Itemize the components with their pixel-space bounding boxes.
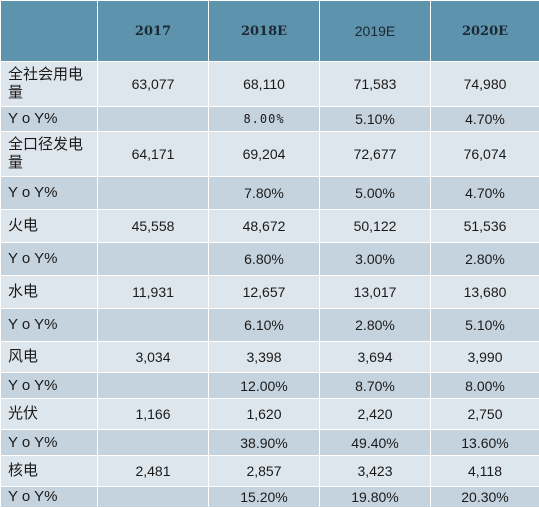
cell-2017: 45,558 xyxy=(98,210,209,243)
cell-2017 xyxy=(98,373,209,399)
cell-2018e: 12.00% xyxy=(209,373,320,399)
cell-2018e: 15.20% xyxy=(209,487,320,508)
cell-2018e: 38.90% xyxy=(209,430,320,456)
cell-2018e: 12,657 xyxy=(209,276,320,309)
row-label: Y o Y% xyxy=(1,430,98,456)
cell-2019e: 3.00% xyxy=(320,243,431,276)
header-label-cell xyxy=(1,1,98,62)
table-row: 核电 2,481 2,857 3,423 4,118 xyxy=(1,456,539,487)
cell-2017 xyxy=(98,177,209,210)
cell-2020e: 4.70% xyxy=(431,177,539,210)
cell-2020e: 2,750 xyxy=(431,399,539,430)
cell-2018e: 7.80% xyxy=(209,177,320,210)
header-row: 2017 2018E 2019E 2020E xyxy=(1,1,539,62)
cell-2017: 1,166 xyxy=(98,399,209,430)
header-year-2018e: 2018E xyxy=(209,1,320,62)
cell-2018e: 3,398 xyxy=(209,342,320,373)
cell-2020e: 51,536 xyxy=(431,210,539,243)
cell-2020e: 4.70% xyxy=(431,107,539,132)
header-year-2020e: 2020E xyxy=(431,1,539,62)
row-label: Y o Y% xyxy=(1,373,98,399)
cell-2019e: 72,677 xyxy=(320,132,431,177)
cell-2017: 3,034 xyxy=(98,342,209,373)
cell-2019e: 71,583 xyxy=(320,62,431,107)
cell-2020e: 13.60% xyxy=(431,430,539,456)
cell-2020e: 20.30% xyxy=(431,487,539,508)
table-row: 火电 45,558 48,672 50,122 51,536 xyxy=(1,210,539,243)
cell-2018e: 48,672 xyxy=(209,210,320,243)
cell-2018e: 6.80% xyxy=(209,243,320,276)
table-row: 水电 11,931 12,657 13,017 13,680 xyxy=(1,276,539,309)
table-row: Y o Y% 12.00% 8.70% 8.00% xyxy=(1,373,539,399)
table-row: 全口径发电量 64,171 69,204 72,677 76,074 xyxy=(1,132,539,177)
row-label: 风电 xyxy=(1,342,98,373)
cell-2018e: 8.00% xyxy=(209,107,320,132)
cell-2019e: 49.40% xyxy=(320,430,431,456)
cell-2018e: 2,857 xyxy=(209,456,320,487)
row-label: 全社会用电量 xyxy=(1,62,98,107)
cell-2019e: 5.10% xyxy=(320,107,431,132)
row-label: Y o Y% xyxy=(1,177,98,210)
row-label: Y o Y% xyxy=(1,107,98,132)
cell-2020e: 2.80% xyxy=(431,243,539,276)
cell-2017: 64,171 xyxy=(98,132,209,177)
cell-2017: 11,931 xyxy=(98,276,209,309)
table-row: Y o Y% 7.80% 5.00% 4.70% xyxy=(1,177,539,210)
cell-2017 xyxy=(98,243,209,276)
cell-2019e: 2.80% xyxy=(320,309,431,342)
cell-2019e: 8.70% xyxy=(320,373,431,399)
cell-2017 xyxy=(98,487,209,508)
cell-2018e: 1,620 xyxy=(209,399,320,430)
cell-2020e: 13,680 xyxy=(431,276,539,309)
table-row: Y o Y% 8.00% 5.10% 4.70% xyxy=(1,107,539,132)
cell-2018e: 68,110 xyxy=(209,62,320,107)
header-year-2017: 2017 xyxy=(98,1,209,62)
cell-2019e: 3,694 xyxy=(320,342,431,373)
cell-2019e: 3,423 xyxy=(320,456,431,487)
cell-2020e: 5.10% xyxy=(431,309,539,342)
cell-2019e: 2,420 xyxy=(320,399,431,430)
cell-2017 xyxy=(98,430,209,456)
table-row: 风电 3,034 3,398 3,694 3,990 xyxy=(1,342,539,373)
cell-2019e: 5.00% xyxy=(320,177,431,210)
table-row: Y o Y% 6.10% 2.80% 5.10% xyxy=(1,309,539,342)
cell-2019e: 50,122 xyxy=(320,210,431,243)
cell-2020e: 74,980 xyxy=(431,62,539,107)
table-row: Y o Y% 15.20% 19.80% 20.30% xyxy=(1,487,539,508)
cell-2019e: 19.80% xyxy=(320,487,431,508)
table-row: Y o Y% 38.90% 49.40% 13.60% xyxy=(1,430,539,456)
cell-2020e: 8.00% xyxy=(431,373,539,399)
row-label: 火电 xyxy=(1,210,98,243)
cell-2020e: 4,118 xyxy=(431,456,539,487)
row-label: 全口径发电量 xyxy=(1,132,98,177)
cell-2017 xyxy=(98,309,209,342)
row-label: 核电 xyxy=(1,456,98,487)
row-label: Y o Y% xyxy=(1,309,98,342)
cell-2020e: 3,990 xyxy=(431,342,539,373)
cell-2017 xyxy=(98,107,209,132)
table-row: 光伏 1,166 1,620 2,420 2,750 xyxy=(1,399,539,430)
row-label: Y o Y% xyxy=(1,487,98,508)
row-label: 光伏 xyxy=(1,399,98,430)
cell-2019e: 13,017 xyxy=(320,276,431,309)
cell-2018e: 69,204 xyxy=(209,132,320,177)
cell-2017: 63,077 xyxy=(98,62,209,107)
cell-2018e: 6.10% xyxy=(209,309,320,342)
cell-2020e: 76,074 xyxy=(431,132,539,177)
row-label: 水电 xyxy=(1,276,98,309)
table-row: Y o Y% 6.80% 3.00% 2.80% xyxy=(1,243,539,276)
header-year-2019e: 2019E xyxy=(320,1,431,62)
table-row: 全社会用电量 63,077 68,110 71,583 74,980 xyxy=(1,62,539,107)
cell-2017: 2,481 xyxy=(98,456,209,487)
row-label: Y o Y% xyxy=(1,243,98,276)
